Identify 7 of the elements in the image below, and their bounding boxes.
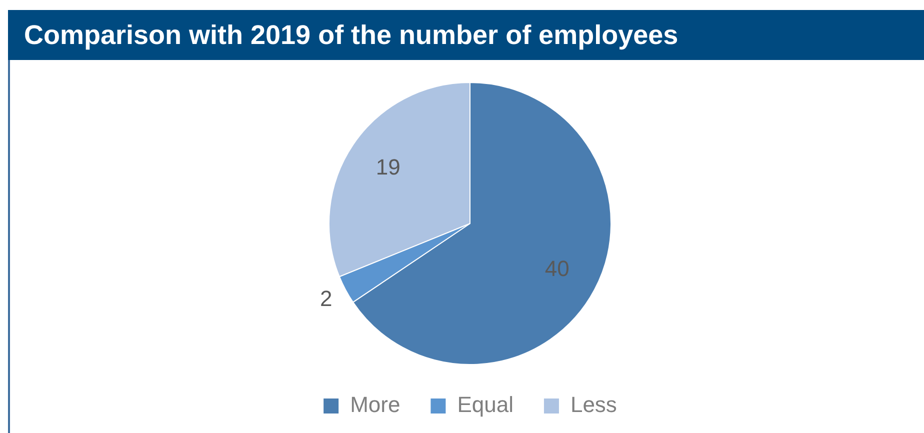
legend-label: Less — [570, 392, 617, 418]
legend-label: More — [350, 392, 400, 418]
chart-title: Comparison with 2019 of the number of employees — [8, 10, 924, 60]
legend-label: Equal — [457, 392, 514, 418]
data-label: 2 — [320, 286, 332, 312]
data-label: 19 — [376, 154, 400, 180]
data-label: 40 — [544, 256, 570, 281]
